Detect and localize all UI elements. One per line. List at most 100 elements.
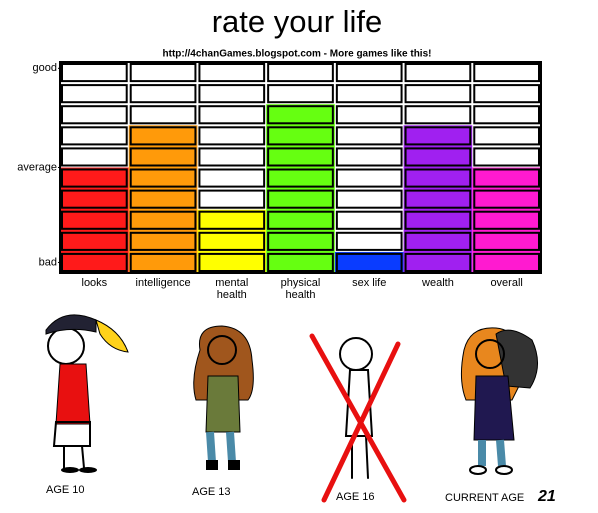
- x-tick-label: wealth: [421, 277, 454, 289]
- cell-border: [267, 147, 334, 167]
- y-tick-label: good: [33, 62, 57, 74]
- chart-title: rate your life: [212, 4, 383, 39]
- figure-age-16: [309, 333, 407, 503]
- cell-border: [473, 126, 540, 146]
- cell-border: [61, 147, 128, 167]
- cell-border: [61, 168, 128, 188]
- cell-border: [335, 126, 403, 146]
- cell-border: [267, 210, 334, 230]
- y-tick-label: bad: [39, 256, 57, 268]
- cell-border: [267, 126, 334, 146]
- cell-border: [267, 252, 334, 272]
- x-tick-label: sex life: [352, 277, 386, 289]
- cell-border: [198, 168, 266, 188]
- cell-border: [129, 168, 197, 188]
- cell-border: [335, 84, 403, 104]
- x-tick-label: intelligence: [136, 277, 191, 289]
- x-tick-label: looks: [82, 277, 108, 289]
- cell-border: [335, 105, 403, 125]
- cell-border: [473, 84, 540, 104]
- bar: [472, 167, 541, 273]
- figure-age-10: [45, 314, 129, 473]
- cell-border: [473, 210, 540, 230]
- cell-border: [61, 126, 128, 146]
- figure-caption: AGE 10: [46, 484, 85, 496]
- cell-border: [404, 252, 472, 272]
- cell-border: [335, 63, 403, 83]
- cell-border: [61, 105, 128, 125]
- x-tick-label: overall: [490, 277, 522, 289]
- cell-border: [198, 189, 266, 209]
- figure-age-13: [193, 325, 254, 470]
- cell-border: [267, 231, 334, 251]
- cell-border: [473, 189, 540, 209]
- bar: [403, 125, 473, 273]
- cell-border: [61, 252, 128, 272]
- cell-border: [335, 147, 403, 167]
- bar: [60, 167, 129, 273]
- cell-border: [267, 105, 334, 125]
- cell-border: [198, 252, 266, 272]
- figure-caption: CURRENT AGE: [445, 492, 524, 504]
- chart-subtitle: http://4chanGames.blogspot.com - More ga…: [163, 49, 432, 60]
- cell-border: [404, 210, 472, 230]
- cell-border: [473, 168, 540, 188]
- cell-border: [198, 231, 266, 251]
- cell-border: [267, 63, 334, 83]
- chart-area: looks intelligence mental health physical hea…: [17, 61, 542, 301]
- cell-border: [335, 168, 403, 188]
- figure-current: [460, 327, 538, 475]
- y-tick-label: average: [17, 161, 57, 173]
- x-tick-label: physical health: [281, 277, 321, 301]
- cell-border: [129, 252, 197, 272]
- cell-border: [267, 84, 334, 104]
- cell-border: [404, 189, 472, 209]
- cell-border: [61, 189, 128, 209]
- cell-border: [404, 105, 472, 125]
- cell-border: [61, 210, 128, 230]
- cell-border: [61, 84, 128, 104]
- cell-border: [129, 210, 197, 230]
- cell-border: [198, 147, 266, 167]
- cell-border: [404, 168, 472, 188]
- cell-border: [267, 168, 334, 188]
- cell-border: [198, 84, 266, 104]
- cell-border: [473, 252, 540, 272]
- cell-border: [335, 231, 403, 251]
- cell-border: [198, 210, 266, 230]
- figure-caption: AGE 16: [336, 491, 375, 503]
- cell-border: [404, 63, 472, 83]
- x-tick-label: mental health: [215, 277, 248, 301]
- cell-border: [267, 189, 334, 209]
- cell-border: [129, 126, 197, 146]
- cell-border: [473, 105, 540, 125]
- bar: [266, 104, 335, 273]
- bar: [334, 251, 404, 273]
- cell-border: [404, 231, 472, 251]
- cell-border: [129, 147, 197, 167]
- cell-border: [473, 147, 540, 167]
- captions: AGE 10 AGE 13 AGE 16 CURRENT AGE 21: [46, 484, 556, 505]
- cell-border: [404, 84, 472, 104]
- cell-border: [198, 105, 266, 125]
- figure-caption: AGE 13: [192, 486, 231, 498]
- cell-border: [404, 126, 472, 146]
- cell-border: [473, 231, 540, 251]
- cell-border: [129, 189, 197, 209]
- cell-border: [129, 84, 197, 104]
- cell-border: [335, 210, 403, 230]
- cell-border: [198, 63, 266, 83]
- cell-border: [129, 231, 197, 251]
- cell-border: [473, 63, 540, 83]
- cell-border: [129, 105, 197, 125]
- cell-border: [129, 63, 197, 83]
- cell-border: [404, 147, 472, 167]
- bar: [197, 209, 267, 273]
- current-age: 21: [537, 488, 556, 505]
- cell-border: [61, 231, 128, 251]
- bar: [128, 125, 198, 273]
- cell-border: [335, 252, 403, 272]
- cell-border: [61, 63, 128, 83]
- cell-border: [335, 189, 403, 209]
